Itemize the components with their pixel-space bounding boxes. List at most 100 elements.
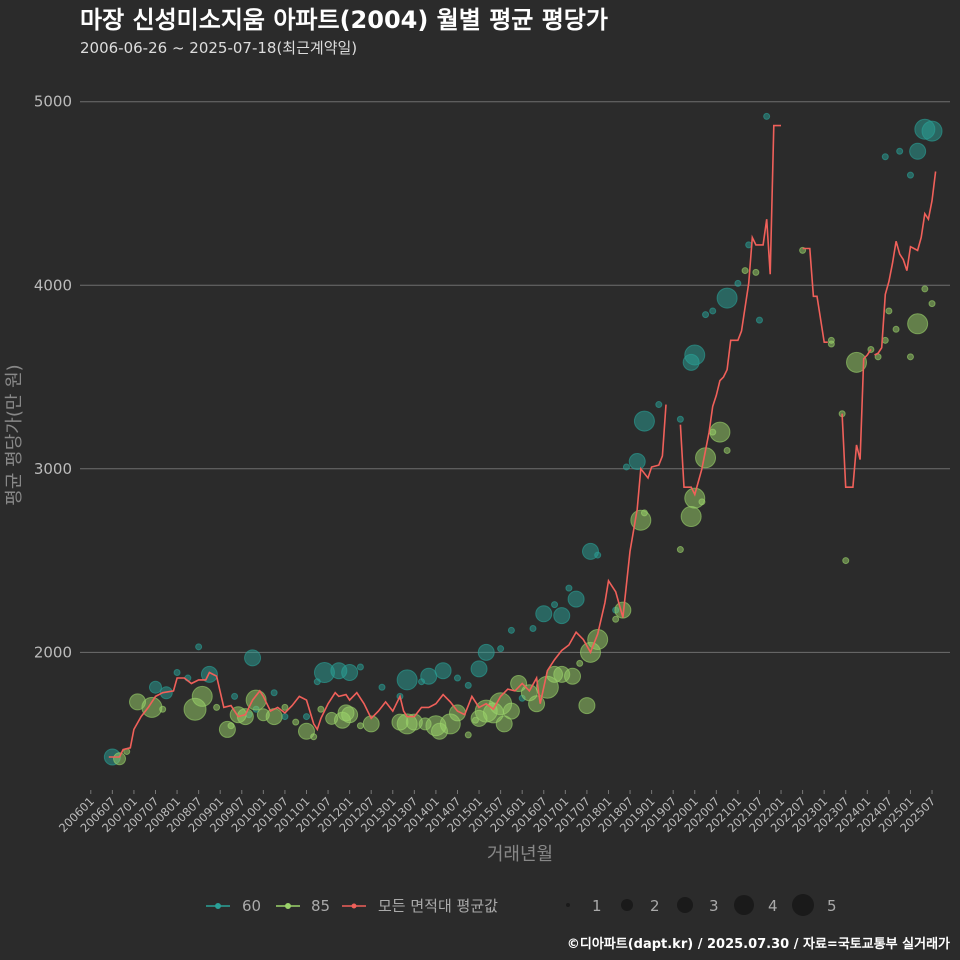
scatter-point-85 (842, 557, 850, 565)
scatter-point-85 (612, 615, 620, 623)
chart-subtitle: 2006-06-26 ~ 2025-07-18(최근계약일) (80, 39, 357, 57)
scatter-point-85 (614, 601, 632, 619)
scatter-point-85 (698, 498, 706, 506)
scatter-point-60 (565, 584, 573, 592)
scatter-point-85 (362, 715, 380, 733)
scatter-point-60 (148, 680, 162, 694)
legend-dot-85 (285, 903, 291, 909)
scatter-point-85 (113, 752, 127, 766)
scatter-point-60 (356, 663, 364, 671)
legend-size-1: 1 (566, 897, 602, 915)
average-line (841, 349, 872, 488)
y-tick-label: 3000 (34, 460, 72, 478)
scatter-point-60 (173, 669, 181, 677)
scatter-point-60 (716, 287, 738, 309)
scatter-point-60 (734, 279, 742, 287)
y-tick-label: 5000 (34, 93, 72, 111)
legend-size-label-4: 4 (768, 897, 778, 915)
scatter-point-60 (676, 415, 684, 423)
legend-item-average: 모든 면적대 평균값 (342, 897, 498, 915)
scatter-point-60 (497, 645, 505, 653)
scatter-point-85 (752, 268, 760, 276)
scatter-point-60 (302, 713, 310, 721)
legend-item-60: 60 (206, 897, 261, 915)
scatter-point-85 (906, 353, 914, 361)
legend-size-4: 4 (734, 895, 778, 915)
scatter-point-60 (909, 142, 927, 160)
scatter-point-85 (356, 722, 364, 730)
scatter-point-60 (535, 605, 553, 623)
grid-layer (80, 101, 950, 653)
legend-size-label-5: 5 (827, 897, 837, 915)
scatter-point-60 (341, 664, 359, 682)
scatter-point-60 (529, 624, 537, 632)
scatter-point-85 (245, 689, 267, 711)
scatter-point-60 (453, 674, 461, 682)
scatter-point-85 (907, 313, 929, 335)
scatter-point-60 (655, 401, 663, 409)
scatter-point-60 (195, 643, 203, 651)
scatter-point-60 (200, 665, 218, 683)
legend-dot-average (351, 903, 357, 909)
scatter-point-85 (881, 336, 889, 344)
source-caption: ©디아파트(dapt.kr) / 2025.07.30 / 자료=국토교통부 실… (567, 936, 950, 952)
average-line (874, 171, 937, 356)
scatter-point-85 (640, 509, 648, 517)
legend-dot-60 (215, 903, 221, 909)
scatter-point-85 (227, 722, 235, 730)
scatter-point-85 (265, 708, 283, 726)
scatter-point-85 (564, 667, 582, 685)
scatter-point-85 (892, 325, 900, 333)
scatter-point-60 (881, 153, 889, 161)
scatter-point-85 (191, 685, 213, 707)
scatter-point-85 (281, 703, 289, 711)
x-axis-label: 거래년월 (487, 844, 553, 865)
scatter-point-85 (292, 718, 300, 726)
scatter-point-85 (448, 704, 466, 722)
average-line (108, 404, 667, 758)
legend-size-2: 2 (621, 897, 660, 915)
scatter-point-60 (633, 410, 655, 432)
y-tick-label: 2000 (34, 643, 72, 661)
average-line (802, 247, 828, 343)
scatter-point-60 (551, 601, 559, 609)
legend-size-label-3: 3 (709, 897, 719, 915)
scatter-point-85 (502, 702, 520, 720)
legend-label-85: 85 (311, 897, 330, 915)
scatter-point-85 (587, 628, 609, 650)
scatter-point-60 (477, 643, 495, 661)
scatter-point-85 (297, 722, 315, 740)
scatter-point-60 (567, 590, 585, 608)
scatter-point-60 (755, 316, 763, 324)
scatter-point-85 (510, 675, 528, 693)
legend-size-label-1: 1 (592, 897, 602, 915)
scatter-point-85 (464, 731, 472, 739)
scatter-point-85 (159, 705, 167, 713)
legend-label-60: 60 (242, 897, 261, 915)
average-line-layer (108, 124, 937, 758)
scatter-point-60 (270, 689, 278, 697)
legend-size-3: 3 (677, 897, 719, 915)
scatter-point-60 (553, 607, 571, 625)
scatter-point-85 (680, 506, 702, 528)
scatter-point-85 (141, 696, 163, 718)
legend-label-average: 모든 면적대 평균값 (378, 897, 498, 915)
legend-size-dot-5 (792, 894, 814, 916)
scatter-point-60 (420, 667, 438, 685)
scatter-point-60 (628, 452, 646, 470)
scatter-point-60 (244, 649, 262, 667)
chart-title: 마장 신성미소지움 아파트(2004) 월별 평균 평당가 (80, 6, 608, 34)
y-tick-label: 4000 (34, 276, 72, 294)
scatter-point-60 (231, 692, 239, 700)
scatter-point-60 (378, 683, 386, 691)
scatter-point-60 (709, 307, 717, 315)
legend: 60 85 모든 면적대 평균값 1 2 3 4 (206, 894, 837, 916)
scatter-point-85 (578, 697, 596, 715)
scatter-point-60 (434, 662, 452, 680)
scatter-point-85 (310, 733, 318, 741)
legend-size-dot-3 (677, 897, 693, 913)
scatter-point-85 (928, 300, 936, 308)
y-axis-ticks: 2000 3000 4000 5000 (34, 93, 72, 662)
scatter-point-85 (709, 421, 731, 443)
